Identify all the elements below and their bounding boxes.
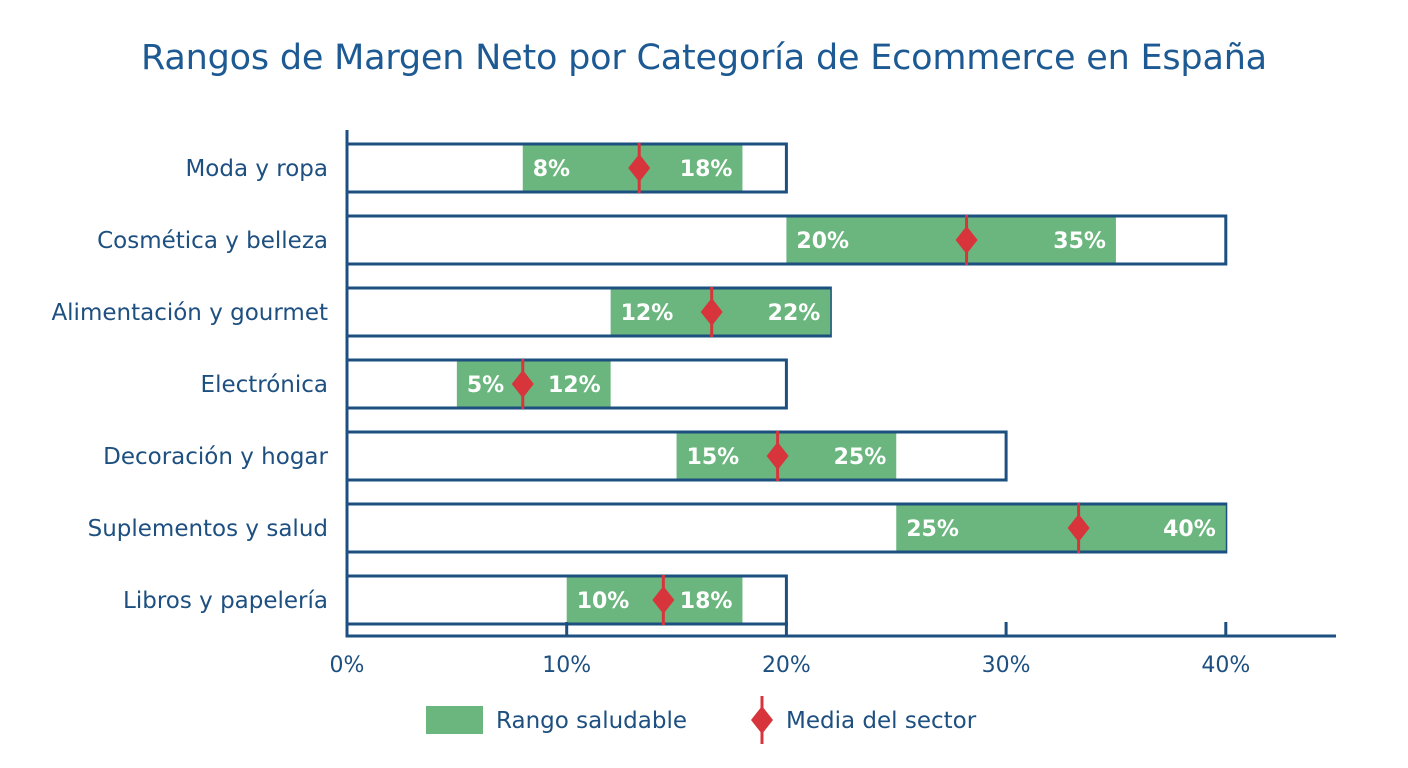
x-axis-tick-label: 20%: [762, 653, 811, 678]
legend-mean-label: Media del sector: [786, 708, 977, 734]
range-low-label: 12%: [621, 301, 674, 326]
category-label: Suplementos y salud: [88, 516, 328, 542]
x-axis-tick-label: 10%: [542, 653, 591, 678]
range-high-label: 18%: [680, 589, 733, 614]
category-label: Decoración y hogar: [103, 444, 328, 470]
category-label: Libros y papelería: [123, 588, 328, 614]
range-high-label: 22%: [768, 301, 821, 326]
range-low-label: 8%: [533, 157, 570, 182]
legend-range-label: Rango saludable: [496, 708, 687, 734]
range-high-label: 25%: [834, 445, 887, 470]
x-axis-tick-label: 0%: [330, 653, 365, 678]
range-bar: [896, 505, 1226, 551]
legend-mean-diamond: [751, 706, 773, 734]
legend-range-swatch: [426, 706, 483, 734]
range-high-label: 12%: [548, 373, 601, 398]
range-low-label: 10%: [577, 589, 630, 614]
range-low-label: 25%: [906, 517, 959, 542]
x-axis-tick-label: 40%: [1201, 653, 1250, 678]
mean-marker-diamond: [1067, 514, 1090, 542]
range-low-label: 5%: [467, 373, 504, 398]
range-high-label: 40%: [1163, 517, 1216, 542]
chart-title: Rangos de Margen Neto por Categoría de E…: [141, 38, 1267, 78]
range-bar: [786, 217, 1116, 263]
mean-marker-diamond: [766, 442, 789, 470]
range-high-label: 35%: [1053, 229, 1106, 254]
x-axis-tick-label: 30%: [982, 653, 1031, 678]
range-low-label: 15%: [687, 445, 740, 470]
category-label: Cosmética y belleza: [97, 228, 328, 254]
mean-marker-diamond: [511, 370, 534, 398]
mean-marker-diamond: [628, 154, 651, 182]
category-label: Electrónica: [201, 372, 328, 398]
mean-marker-diamond: [955, 226, 978, 254]
range-low-label: 20%: [796, 229, 849, 254]
category-label: Moda y ropa: [185, 156, 328, 182]
category-label: Alimentación y gourmet: [51, 300, 328, 326]
mean-marker-diamond: [652, 586, 675, 614]
range-high-label: 18%: [680, 157, 733, 182]
mean-marker-diamond: [700, 298, 723, 326]
